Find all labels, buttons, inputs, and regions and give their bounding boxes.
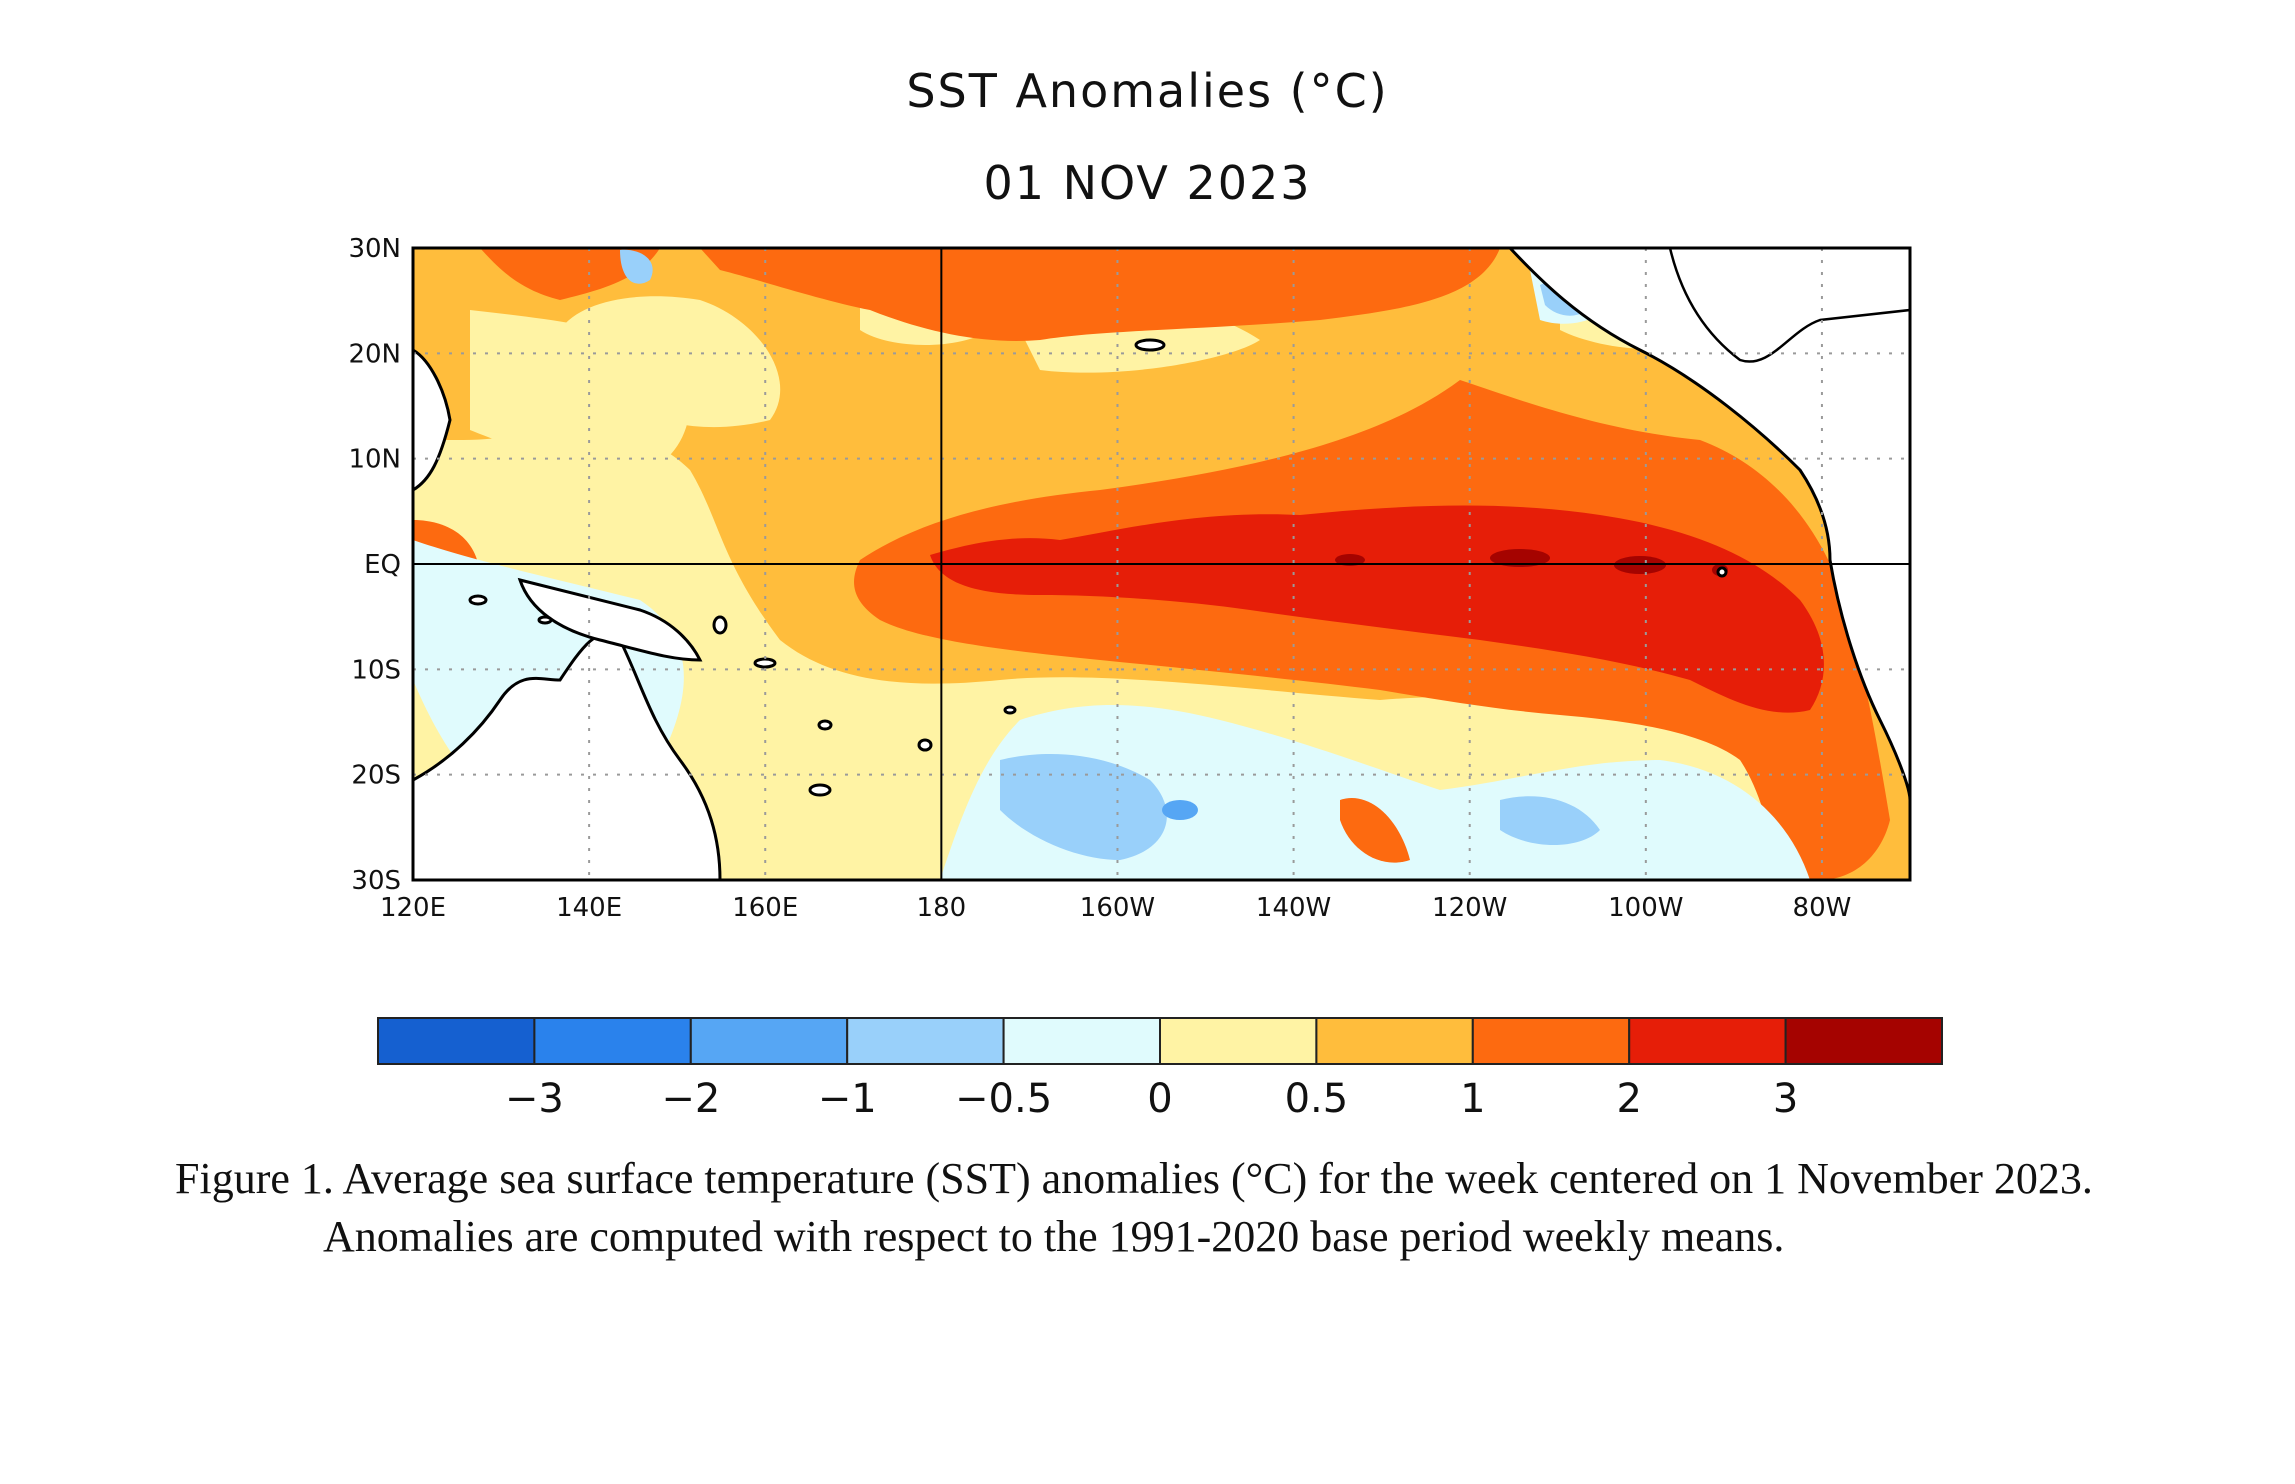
latitude-tick-label: 10N xyxy=(348,445,401,475)
colorbar xyxy=(377,1017,1943,1065)
figure-caption: Figure 1. Average sea surface temperatur… xyxy=(175,1154,2093,1261)
colorbar-tick-label: 1 xyxy=(1460,1076,1485,1122)
island xyxy=(468,594,488,606)
latitude-tick-label: 30S xyxy=(351,866,401,896)
colorbar-segment xyxy=(377,1017,536,1065)
philippines-landmass xyxy=(413,348,452,492)
island xyxy=(1003,705,1017,715)
colorbar-tick-label: 0.5 xyxy=(1285,1076,1349,1122)
colorbar-tick-label: 2 xyxy=(1616,1076,1641,1122)
longitude-tick-label: 140E xyxy=(556,893,622,923)
colorbar-labels: −3 −2 −1 −0.5 0 0.5 1 2 3 xyxy=(505,1076,1798,1122)
latitude-tick-label: 10S xyxy=(351,655,401,685)
colorbar-tick-label: −0.5 xyxy=(955,1076,1052,1122)
island xyxy=(808,783,832,797)
longitude-tick-label: 160W xyxy=(1080,893,1155,923)
band-plus1-north xyxy=(700,248,1500,341)
longitude-tick-label: 140W xyxy=(1256,893,1331,923)
band-plus1-south xyxy=(1340,798,1410,863)
colorbar-segment xyxy=(1315,1017,1474,1065)
map-date: 01 NOV 2023 xyxy=(983,156,1312,210)
colorbar-tick-label: 0 xyxy=(1147,1076,1172,1122)
longitude-tick-label: 160E xyxy=(732,893,798,923)
latitude-tick-label: 20S xyxy=(351,761,401,791)
island xyxy=(1134,338,1166,352)
caribbean-landmass xyxy=(1668,248,1910,363)
colorbar-segment xyxy=(533,1017,692,1065)
latitude-tick-label: 30N xyxy=(348,234,401,264)
longitude-tick-label: 100W xyxy=(1608,893,1683,923)
latitude-tick-label: 20N xyxy=(348,339,401,369)
island xyxy=(917,738,933,752)
map-gridlines xyxy=(413,248,1910,880)
band-plus1-equatorial xyxy=(854,380,1890,880)
colorbar-tick-label: −2 xyxy=(661,1076,720,1122)
longitude-tick-label: 120W xyxy=(1432,893,1507,923)
colorbar-segment xyxy=(1784,1017,1943,1065)
new-guinea-landmass xyxy=(517,577,703,662)
colorbar-tick-label: −3 xyxy=(505,1076,564,1122)
island xyxy=(712,615,728,635)
island xyxy=(1716,566,1728,578)
colorbar-segment xyxy=(1628,1017,1787,1065)
longitude-tick-label: 80W xyxy=(1793,893,1852,923)
colorbar-tick-label: −1 xyxy=(818,1076,877,1122)
americas-landmass xyxy=(1507,248,1910,880)
island xyxy=(817,719,833,731)
latitude-tick-label: EQ xyxy=(364,550,401,580)
longitude-tick-label: 120E xyxy=(380,893,446,923)
band-neg1-spot xyxy=(1162,800,1198,820)
colorbar-segment xyxy=(846,1017,1005,1065)
colorbar-segment xyxy=(1471,1017,1631,1065)
map-frame xyxy=(411,246,1912,882)
map-title: SST Anomalies (°C) xyxy=(906,64,1389,118)
island xyxy=(537,615,553,625)
colorbar-segment xyxy=(1159,1017,1318,1065)
band-plus3-spot xyxy=(1490,549,1550,567)
colorbar-tick-label: 3 xyxy=(1773,1076,1798,1122)
longitude-tick-label: 180 xyxy=(917,893,967,923)
island xyxy=(753,657,777,669)
band-plus1-northwest xyxy=(480,248,660,300)
band-neg05-south xyxy=(1000,754,1600,860)
colorbar-segment xyxy=(689,1017,849,1065)
colorbar-segment xyxy=(1002,1017,1161,1065)
band-plus2-equatorial xyxy=(930,505,1824,713)
